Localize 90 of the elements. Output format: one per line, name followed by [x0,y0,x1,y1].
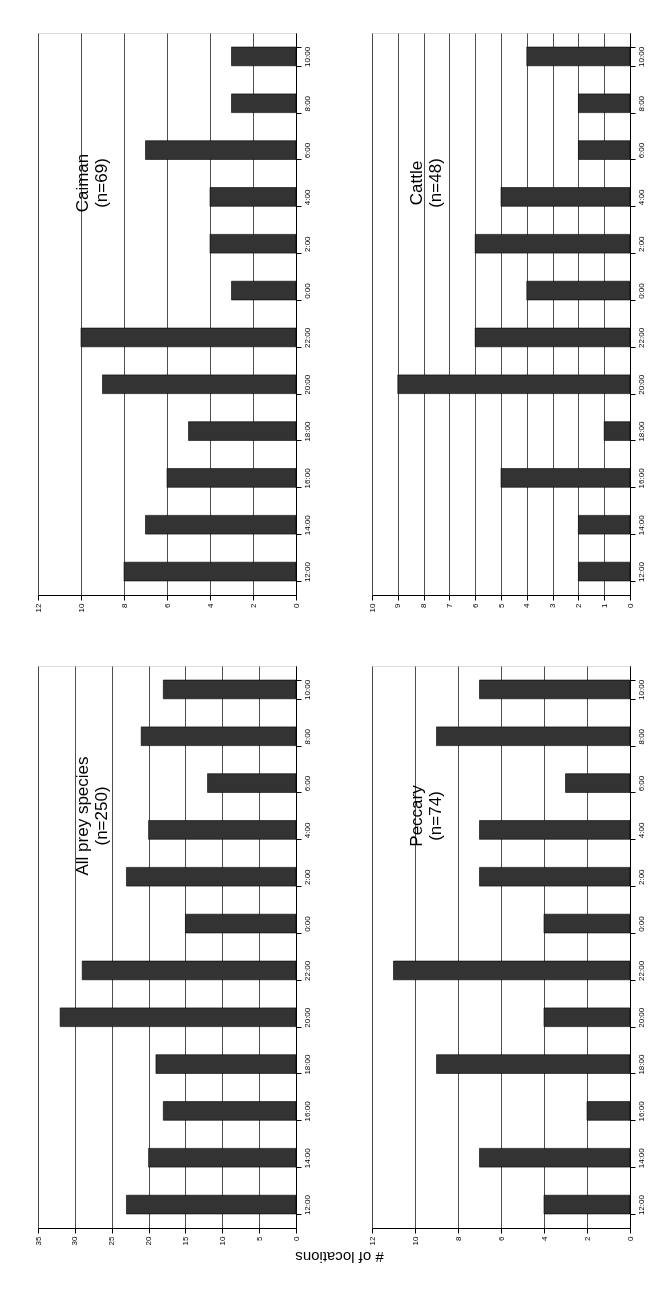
y-tick-label: 20:00 [636,374,646,395]
x-axis-title: # of locations [295,1249,384,1267]
x-tick-label: 20 [144,1235,154,1246]
x-tick-label: 1 [599,602,609,608]
x-tick-label: 0 [291,1235,301,1241]
y-tick-label: 14:00 [302,1147,312,1169]
y-tick-label: 6:00 [302,775,312,792]
y-tick-label: 6:00 [636,142,646,159]
x-tick-label: 9 [393,602,403,608]
y-tick-label: 10:00 [302,679,312,700]
text: (n=250) [92,786,111,846]
x-tick-label: 8 [453,1235,463,1241]
y-tick-label: 8:00 [636,728,646,745]
x-tick-label: 10 [367,602,377,613]
x-tick-label: 2 [582,1235,592,1241]
y-tick-label: 16:00 [636,1100,646,1122]
x-tick-label: 8 [419,602,429,608]
x-tick-label: 25 [107,1235,117,1246]
x-tick-label: 6 [496,1235,506,1241]
y-tick-label: 22:00 [302,960,312,981]
x-tick-label: 10 [76,602,86,613]
y-tick-label: 12:00 [636,1194,646,1216]
y-tick-label: 2:00 [302,868,312,886]
x-tick-label: 35 [33,1235,43,1246]
y-tick-label: 2:00 [636,868,646,886]
y-tick-label: 18:00 [636,421,646,442]
y-tick-label: 18:00 [302,421,312,442]
x-tick-label: 3 [548,602,558,608]
y-tick-label: 4:00 [636,189,646,206]
x-tick-label: 0 [625,1235,635,1241]
x-tick-label: 0 [291,602,301,608]
x-tick-label: 0 [625,602,635,608]
y-tick-label: 4:00 [636,822,646,839]
y-tick-label: 18:00 [636,1054,646,1075]
y-tick-label: 22:00 [302,327,312,348]
x-tick-label: 2 [573,602,583,608]
y-tick-label: 14:00 [636,514,646,536]
y-tick-label: 20:00 [302,374,312,395]
x-tick-label: 6 [162,602,172,608]
y-tick-label: 4:00 [302,189,312,206]
text: (n=69) [92,158,111,208]
y-tick-label: 0:00 [302,282,312,299]
x-tick-label: 12 [367,1235,377,1246]
x-tick-label: 12 [33,602,43,613]
y-tick-label: 16:00 [636,467,646,489]
y-tick-label: 0:00 [636,915,646,932]
y-tick-label: 18:00 [302,1054,312,1075]
y-tick-label: 22:00 [636,327,646,348]
y-tick-label: 4:00 [302,822,312,839]
x-tick-label: 6 [470,602,480,608]
y-tick-label: 0:00 [636,282,646,299]
y-tick-label: 6:00 [302,142,312,159]
x-tick-label: 4 [205,602,215,608]
y-tick-label: 6:00 [636,775,646,792]
text: Caiman [73,153,92,213]
text: All prey species [73,756,92,876]
y-tick-label: 16:00 [302,1100,312,1122]
x-tick-label: 15 [180,1235,190,1246]
y-tick-label: 12:00 [302,561,312,583]
x-tick-label: 4 [539,1235,549,1241]
text: Cattle [407,160,426,206]
text: (n=74) [426,791,445,841]
y-tick-label: 10:00 [302,46,312,67]
x-tick-label: 5 [254,1235,264,1241]
y-tick-label: 14:00 [302,514,312,536]
y-tick-label: 0:00 [302,915,312,932]
y-tick-label: 12:00 [636,561,646,583]
y-tick-label: 10:00 [636,679,646,700]
x-tick-label: 7 [444,602,454,608]
text: Peccary [407,784,426,847]
y-tick-label: 22:00 [636,960,646,981]
text: (n=48) [426,158,445,208]
x-tick-label: 2 [248,602,258,608]
y-tick-label: 12:00 [302,1194,312,1216]
x-tick-label: 30 [70,1235,80,1246]
y-tick-label: 20:00 [302,1007,312,1028]
x-tick-label: 10 [410,1235,420,1246]
y-tick-label: 2:00 [302,235,312,253]
x-tick-label: 10 [217,1235,227,1246]
y-tick-label: 20:00 [636,1007,646,1028]
x-tick-label: 8 [119,602,129,608]
y-tick-label: 8:00 [302,95,312,112]
y-tick-label: 8:00 [302,728,312,745]
y-tick-label: 14:00 [636,1147,646,1169]
y-tick-label: 8:00 [636,95,646,112]
x-tick-label: 4 [522,602,532,608]
y-tick-label: 10:00 [636,46,646,67]
y-tick-label: 2:00 [636,235,646,253]
y-tick-label: 16:00 [302,467,312,489]
x-tick-label: 5 [496,602,506,608]
